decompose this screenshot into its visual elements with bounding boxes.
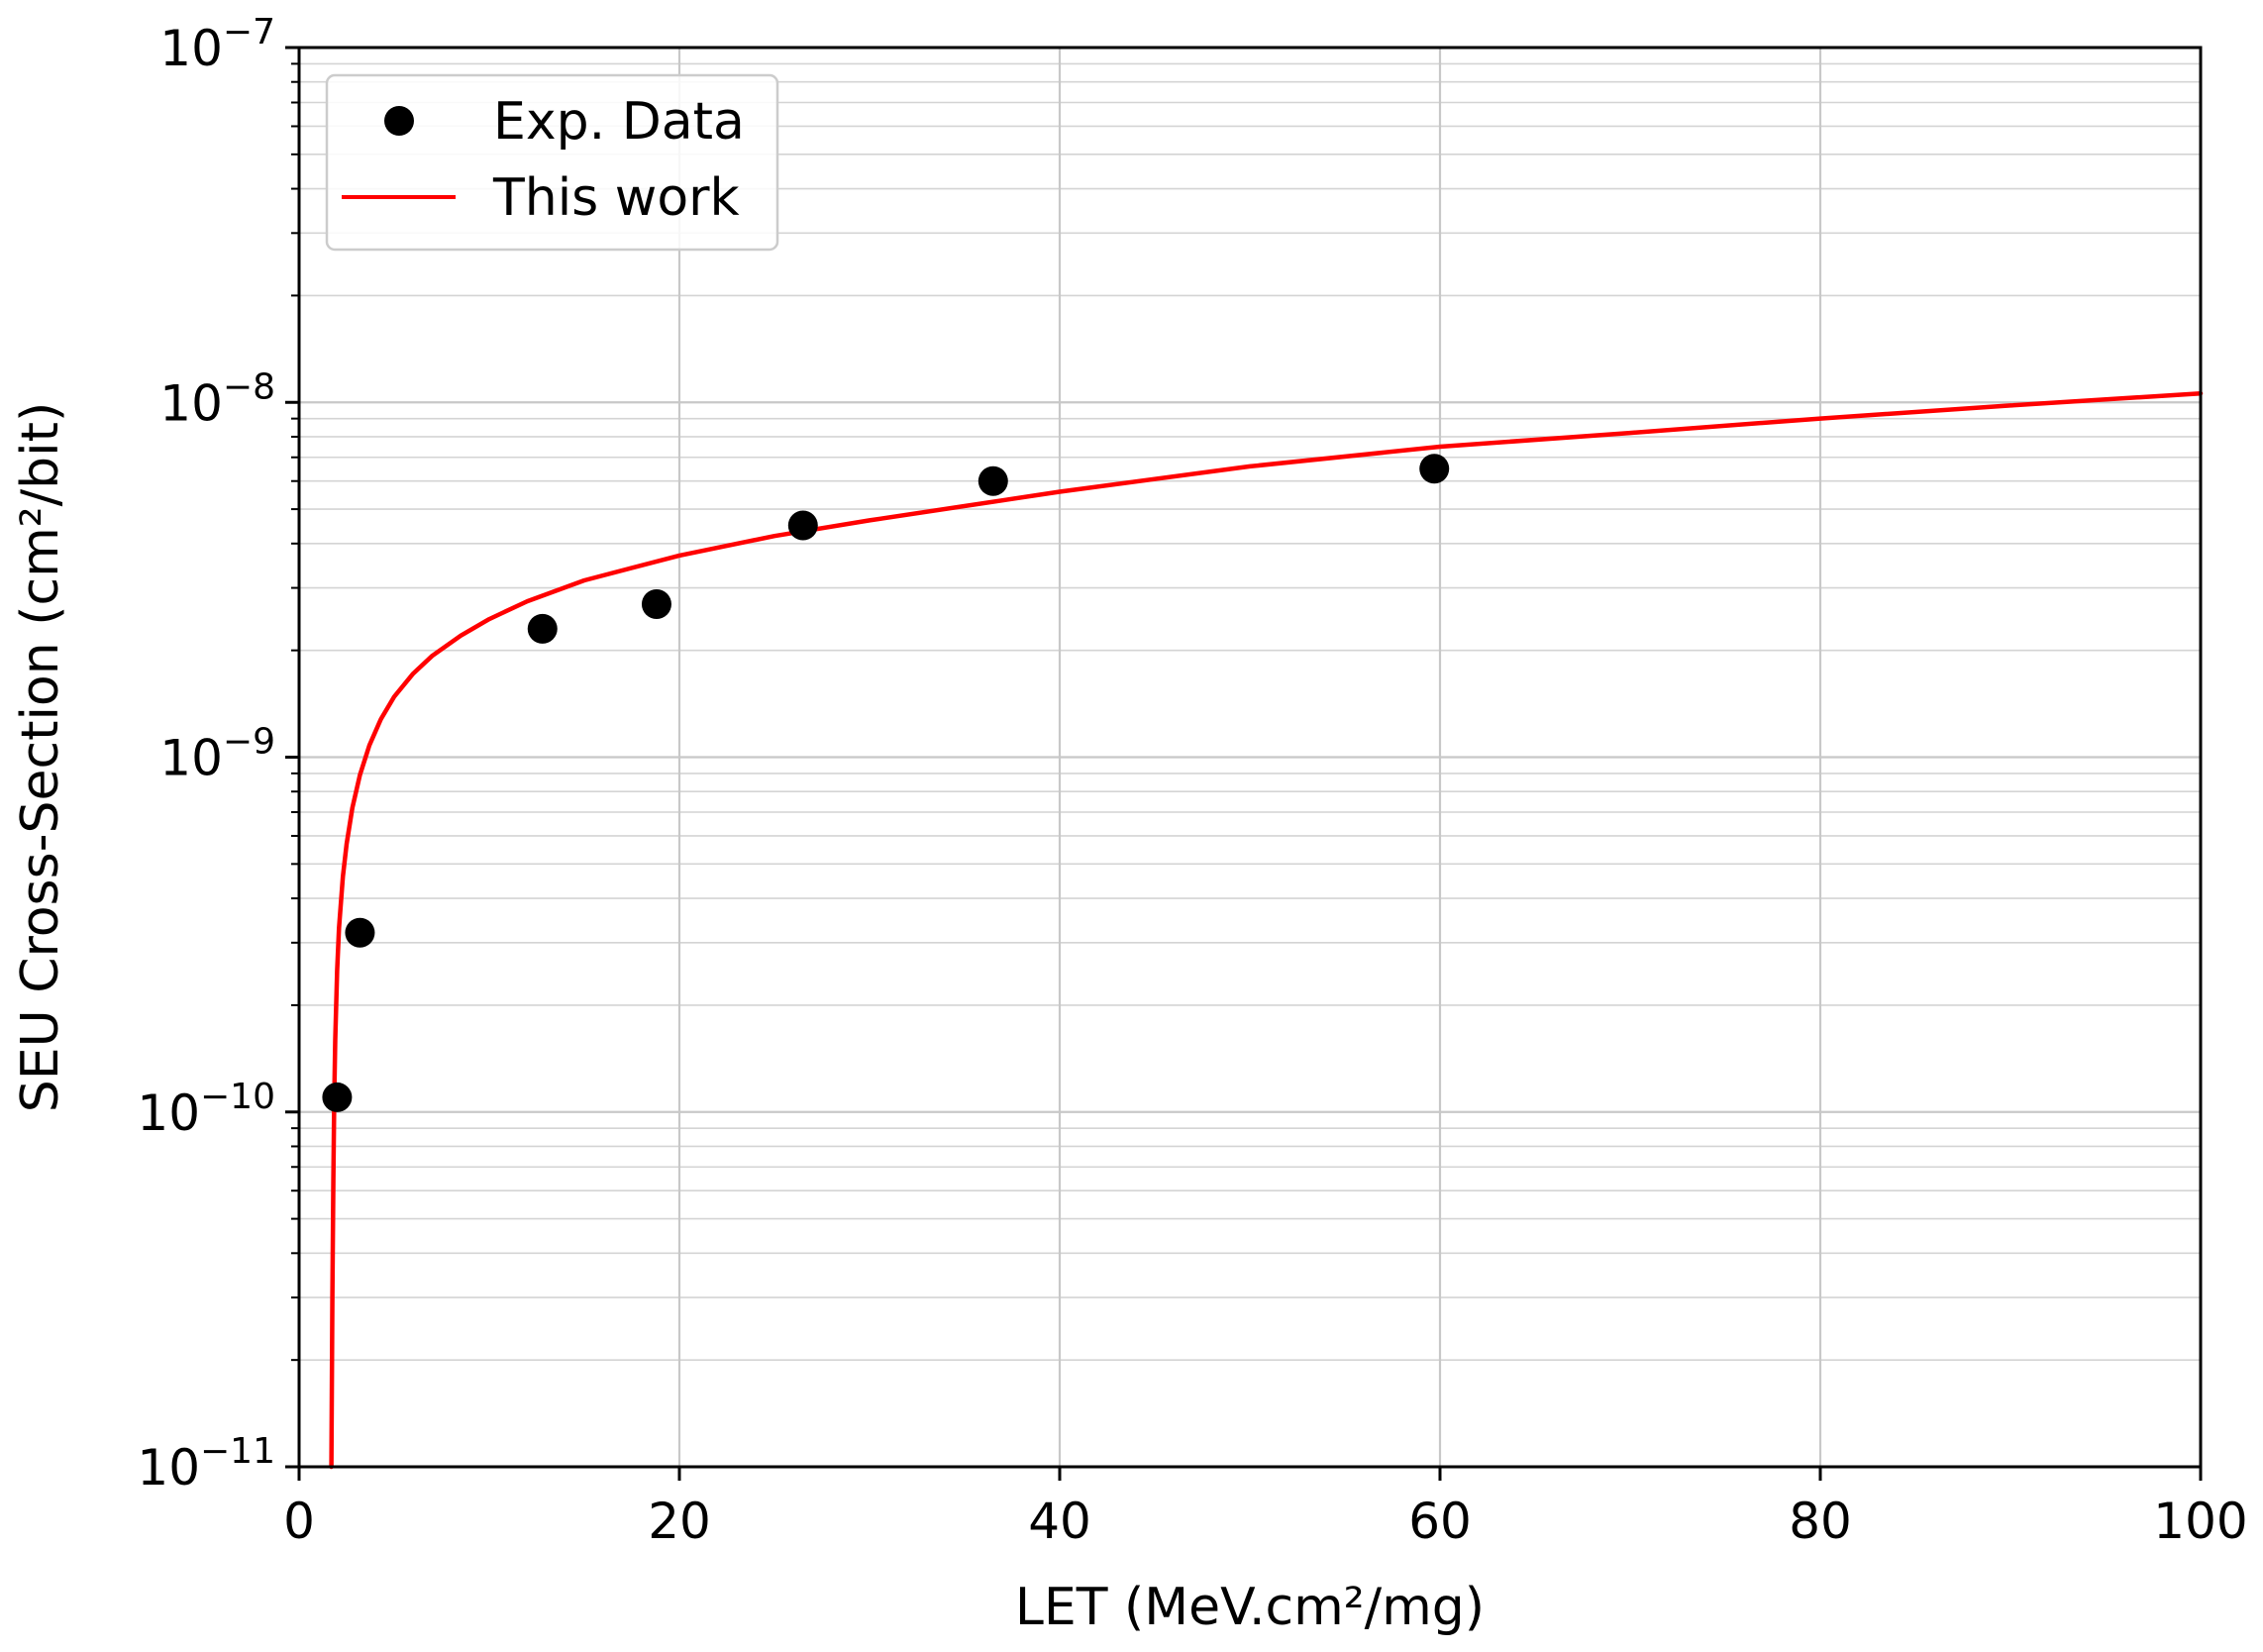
y-axis-label: SEU Cross-Section (cm²/bit) [11, 402, 70, 1113]
this-work-line [329, 390, 2204, 1470]
y-tick-exponent: −7 [223, 12, 275, 52]
y-tick-label: 10−9 [159, 722, 275, 787]
legend-label-this-work: This work [492, 168, 740, 228]
x-tick-label: 80 [1789, 1493, 1852, 1550]
y-tick-exponent: −11 [200, 1431, 275, 1472]
exp-data-point [977, 465, 1008, 496]
x-tick-label: 60 [1408, 1493, 1472, 1550]
y-tick-label: 10−10 [137, 1077, 275, 1142]
exp-data-point [641, 588, 671, 619]
y-tick-label: 10−7 [159, 12, 275, 77]
legend-box [325, 73, 779, 252]
y-tick-base: 10 [137, 1084, 200, 1142]
exp-data-point [527, 613, 558, 644]
exp-data-point [322, 1082, 353, 1112]
legend-label-exp-data: Exp. Data [493, 92, 745, 152]
y-tick-base: 10 [159, 20, 223, 77]
exp-data-point [1419, 454, 1450, 484]
y-tick-label: 10−8 [159, 366, 275, 432]
plot-frame [297, 46, 2203, 1469]
y-tick-label: 10−11 [137, 1431, 275, 1497]
exp-data-point [345, 917, 375, 948]
x-tick-label: 0 [283, 1493, 315, 1550]
grid-lines [297, 46, 2203, 1469]
x-tick-label: 20 [648, 1493, 711, 1550]
y-tick-exponent: −8 [223, 366, 275, 407]
y-tick-exponent: −10 [200, 1077, 275, 1117]
x-tick-label: 40 [1028, 1493, 1091, 1550]
x-axis-label: LET (MeV.cm²/mg) [1015, 1578, 1485, 1637]
y-tick-base: 10 [159, 730, 223, 787]
exp-data-point [787, 510, 818, 541]
y-tick-exponent: −9 [223, 722, 275, 763]
y-tick-base: 10 [137, 1439, 200, 1497]
x-axis-ticks: 0 20 40 60 80 100 [283, 1467, 2248, 1550]
y-tick-base: 10 [159, 374, 223, 432]
legend: Exp. Data This work [325, 73, 779, 252]
x-tick-label: 100 [2153, 1493, 2247, 1550]
legend-marker-exp-data [384, 106, 414, 136]
data-series [322, 390, 2204, 1470]
